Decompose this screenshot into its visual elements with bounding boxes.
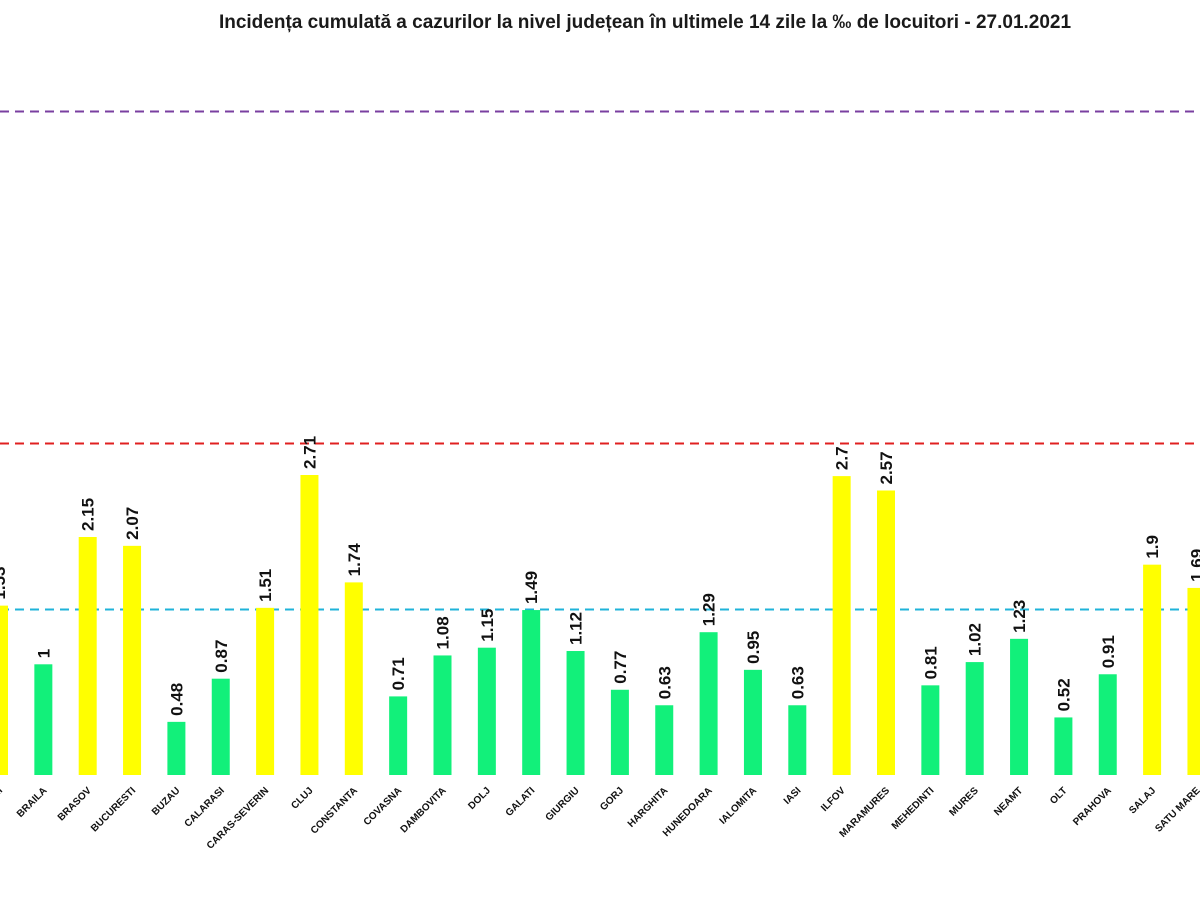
bar-mures [965,662,984,775]
category-label: GALATI [504,785,538,819]
value-label: 1.29 [700,593,719,626]
bar-maramures [877,490,895,775]
bar-giurgiu [566,651,585,775]
category-label: CLUJ [289,785,315,811]
value-label: 0.81 [921,646,940,679]
category-label: IASI [782,785,804,807]
value-label: 1.9 [1143,535,1162,559]
value-label: 2.71 [300,436,319,469]
bar-olt [1054,717,1073,775]
category-label: NI [0,785,5,800]
bar-harghita [655,705,674,775]
category-label: SATU MARE [1153,785,1200,835]
bar-caras-severin [256,607,275,775]
category-label: BRAILA [15,785,49,819]
threshold-lines [0,110,1200,611]
bar-cluj [300,475,319,775]
value-label: 0.63 [655,666,674,699]
category-label: MEHEDINTI [890,785,937,832]
bar-ialomita [743,669,762,775]
bar-ilfov [832,476,851,775]
value-label: 2.07 [123,507,142,540]
category-label: GORJ [598,785,626,813]
category-label: OLT [1048,785,1069,806]
value-label: 2.15 [79,498,98,531]
value-label: 0.48 [167,683,186,716]
value-labels: 1.53 1 2.15 2.07 0.48 0.87 1.51 2.71 1.74 0.71 1.0… [0,436,1200,716]
bar-buzau [167,721,186,775]
value-label: 1.53 [0,567,9,600]
bar-iasi [788,705,807,775]
category-label: MURES [947,785,981,819]
value-label: 1.12 [567,612,586,645]
value-label: 0.91 [1099,635,1118,668]
bar-covasna [389,696,408,775]
bar-mehedinti [921,685,940,775]
value-label: 1.08 [434,616,453,649]
value-label: 1 [34,649,53,658]
bar-gorj [610,689,629,775]
category-label: DAMBOVITA [399,785,449,835]
bar-constanta [344,582,363,775]
bar-satu-mare [1187,587,1200,775]
category-label: SALAJ [1127,785,1158,816]
category-label: CONSTANTA [309,785,360,836]
bar-braila [34,664,53,775]
value-label: 1.15 [478,609,497,642]
category-label: BRASOV [56,785,94,823]
category-label: BUCURESTI [89,785,138,834]
category-label: HARGHITA [626,785,671,830]
bar-brasov [78,536,97,775]
value-label: 2.57 [877,451,896,484]
bar-calarasi [211,678,230,775]
value-label: 1.69 [1187,549,1200,582]
bars [0,475,1200,775]
bar-prahova [1098,674,1117,775]
category-label: IALOMITA [718,785,759,826]
category-label: CALARASI [183,785,227,829]
category-label: ILFOV [819,785,848,814]
bar-dambovita [433,655,452,775]
bar-neamt [1010,638,1029,775]
category-label: BUZAU [150,785,183,818]
value-label: 0.63 [788,666,807,699]
value-label: 1.23 [1010,600,1029,633]
value-label: 0.95 [744,631,763,664]
bar-ni [0,605,8,775]
value-label: 1.51 [256,569,275,602]
category-label: GIURGIU [544,785,582,823]
bar-dolj [477,647,496,775]
bar-bucuresti [123,545,142,775]
value-label: 2.7 [833,446,852,470]
value-label: 1.49 [522,571,541,604]
bar-salaj [1143,564,1162,775]
value-label: 1.74 [345,543,364,577]
value-label: 0.52 [1054,678,1073,711]
bar-hunedoara [699,632,718,775]
category-label: NEAMT [992,785,1025,818]
category-label: DOLJ [466,785,493,812]
value-label: 0.71 [389,657,408,690]
category-label: COVASNA [362,785,405,828]
category-label: PRAHOVA [1071,785,1114,828]
value-label: 0.87 [212,640,231,673]
value-label: 1.02 [966,623,985,656]
bar-galati [522,610,541,775]
value-label: 0.77 [611,651,630,684]
chart-title: Incidența cumulată a cazurilor la nivel … [218,12,1072,33]
